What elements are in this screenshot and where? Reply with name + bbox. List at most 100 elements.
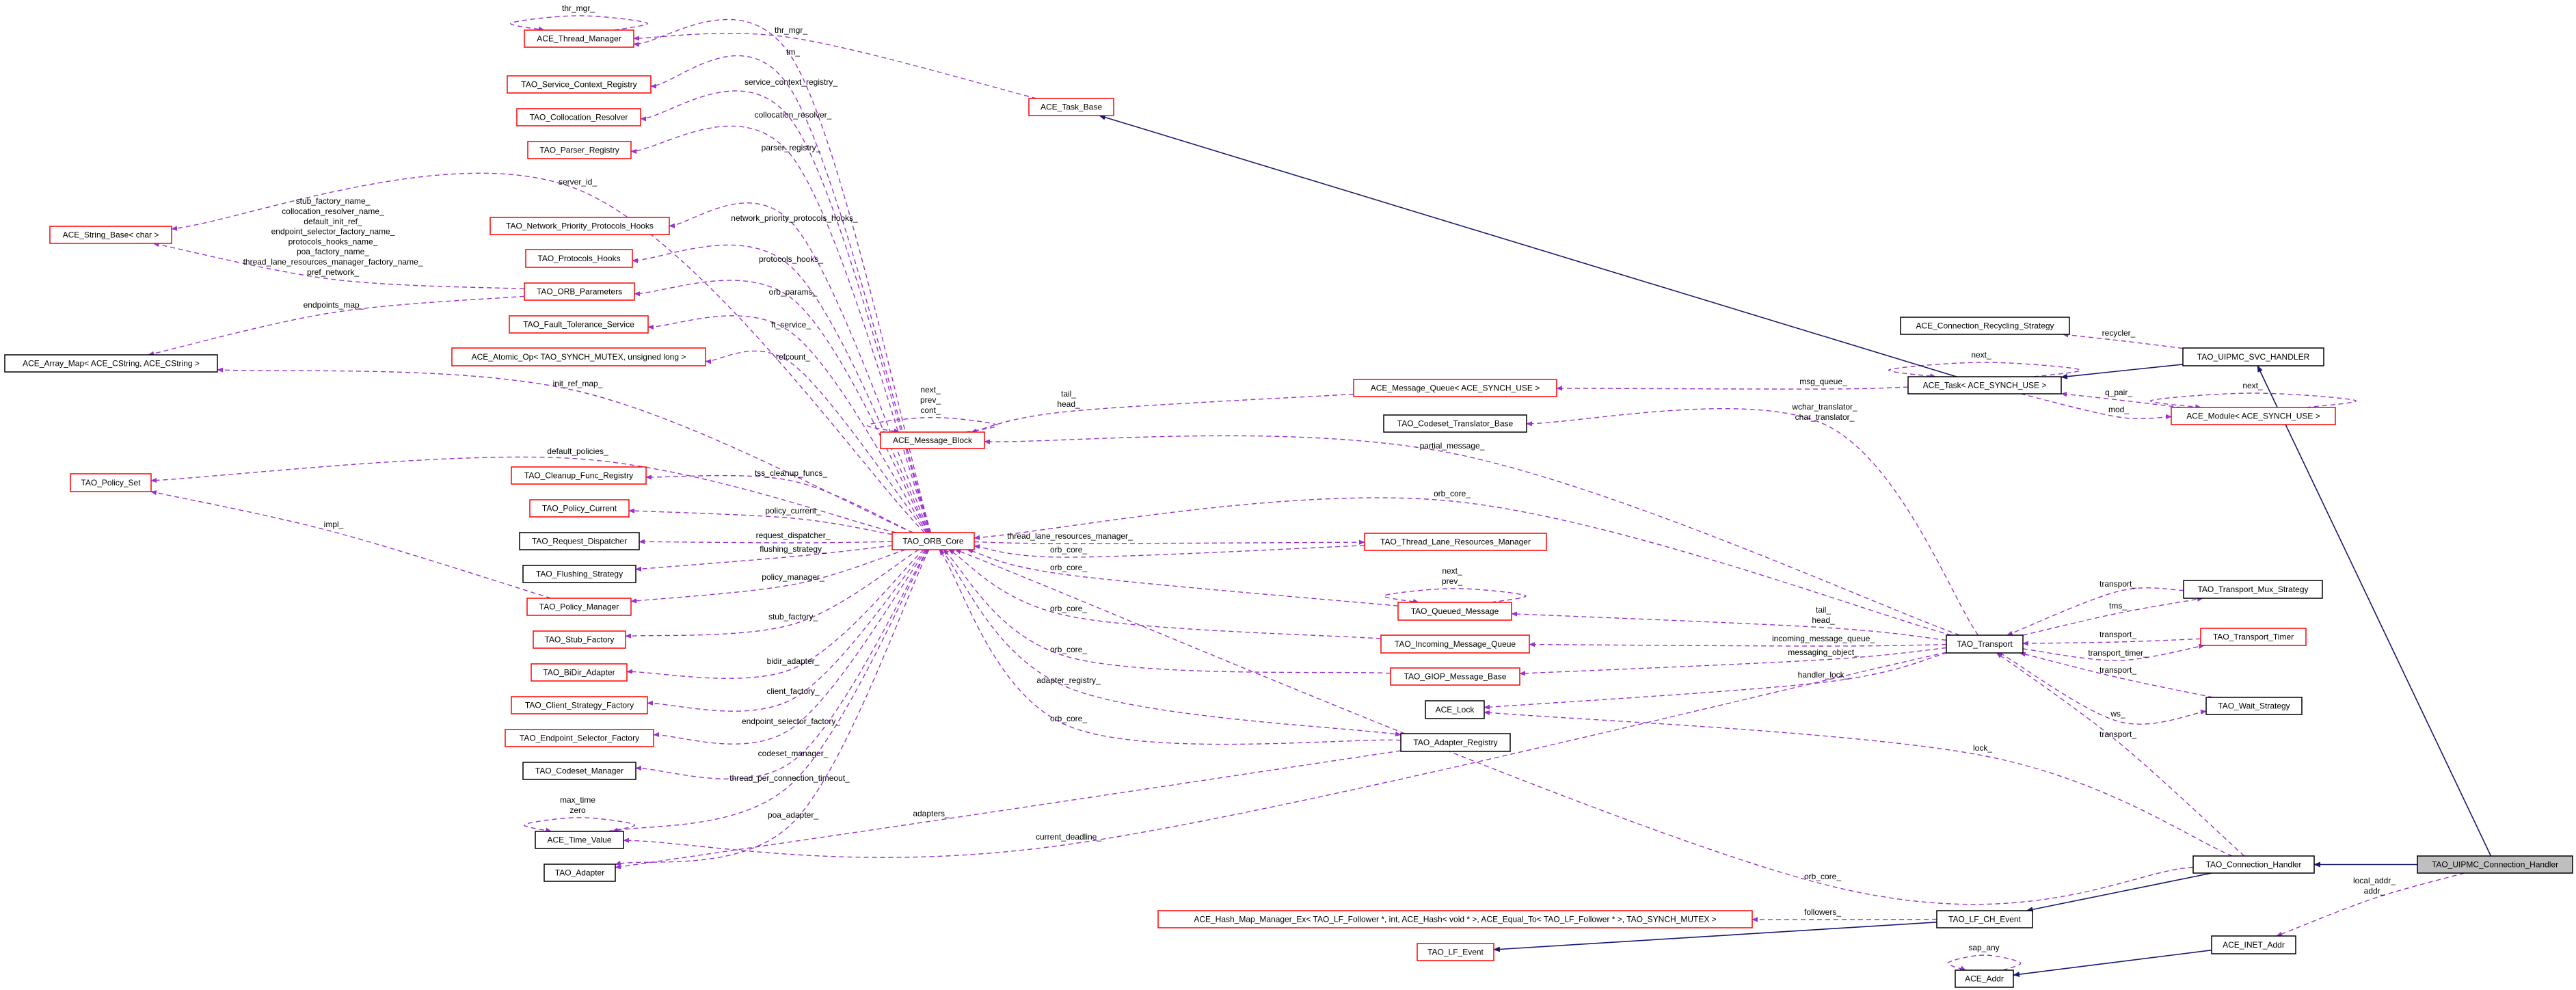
class-node-ps[interactable]: TAO_Policy_Set	[70, 473, 152, 492]
class-box[interactable]	[524, 282, 635, 301]
class-box[interactable]	[1400, 733, 1511, 752]
class-box[interactable]	[1946, 634, 2024, 654]
class-box[interactable]	[451, 347, 706, 366]
class-node-tm[interactable]: ACE_Thread_Manager	[524, 29, 634, 48]
class-node-cfr[interactable]: TAO_Cleanup_Func_Registry	[511, 466, 647, 485]
class-box[interactable]	[516, 108, 641, 126]
class-box[interactable]	[1955, 969, 2014, 988]
class-box[interactable]	[489, 217, 670, 235]
class-box[interactable]	[507, 75, 652, 94]
class-box[interactable]	[891, 532, 975, 550]
class-box[interactable]	[2205, 697, 2303, 715]
class-box[interactable]	[505, 729, 654, 747]
class-box[interactable]	[1028, 98, 1114, 116]
class-box[interactable]	[527, 141, 632, 159]
class-node-tt[interactable]: TAO_Transport_Timer	[2200, 628, 2307, 646]
class-box[interactable]	[526, 598, 632, 616]
class-box[interactable]	[511, 696, 648, 714]
class-node-mq[interactable]: ACE_Message_Queue< ACE_SYNCH_USE >	[1353, 379, 1557, 397]
class-node-gmb[interactable]: TAO_GIOP_Message_Base	[1390, 667, 1520, 686]
class-node-tlrm[interactable]: TAO_Thread_Lane_Resources_Manager	[1364, 533, 1547, 551]
class-node-ia[interactable]: ACE_INET_Addr	[2211, 935, 2296, 954]
class-node-pm[interactable]: TAO_Policy_Manager	[526, 598, 632, 616]
class-box[interactable]	[49, 226, 172, 244]
class-node-tv[interactable]: ACE_Time_Value	[535, 831, 624, 849]
class-node-lfe[interactable]: TAO_LF_Event	[1417, 943, 1494, 961]
class-box[interactable]	[880, 431, 985, 449]
class-box[interactable]	[2417, 855, 2573, 874]
class-box[interactable]	[535, 831, 624, 849]
class-node-scr[interactable]: TAO_Service_Context_Registry	[507, 75, 652, 94]
class-node-lk[interactable]: ACE_Lock	[1425, 700, 1485, 719]
class-node-aa[interactable]: ACE_Addr	[1955, 969, 2014, 988]
class-node-ad[interactable]: TAO_Adapter	[544, 864, 616, 882]
class-box[interactable]	[1364, 533, 1547, 551]
class-box[interactable]	[524, 29, 634, 48]
class-node-task[interactable]: ACE_Task< ACE_SYNCH_USE >	[1907, 376, 2062, 394]
class-box[interactable]	[509, 315, 649, 334]
class-box[interactable]	[1380, 634, 1530, 654]
class-box[interactable]	[1383, 414, 1527, 433]
class-box[interactable]	[1425, 700, 1485, 719]
class-box[interactable]	[529, 499, 630, 518]
class-node-ch[interactable]: TAO_Connection_Handler	[2192, 855, 2315, 874]
class-node-oc[interactable]: TAO_ORB_Core	[891, 532, 975, 550]
class-box[interactable]	[1417, 943, 1494, 961]
class-box[interactable]	[2192, 855, 2315, 874]
class-box[interactable]	[1157, 910, 1753, 928]
class-box[interactable]	[511, 466, 647, 485]
class-node-sb[interactable]: ACE_String_Base< char >	[49, 226, 172, 244]
class-box[interactable]	[544, 864, 616, 882]
class-node-pc[interactable]: TAO_Policy_Current	[529, 499, 630, 518]
class-box[interactable]	[525, 249, 633, 268]
class-node-crs[interactable]: ACE_Connection_Recycling_Strategy	[1900, 317, 2070, 335]
class-box[interactable]	[4, 354, 218, 373]
class-box[interactable]	[1936, 910, 2033, 928]
class-node-am[interactable]: ACE_Array_Map< ACE_CString, ACE_CString …	[4, 354, 218, 373]
class-box[interactable]	[531, 663, 628, 682]
class-node-ws[interactable]: TAO_Wait_Strategy	[2205, 697, 2303, 715]
class-node-cr[interactable]: TAO_Collocation_Resolver	[516, 108, 641, 126]
class-node-hm[interactable]: ACE_Hash_Map_Manager_Ex< TAO_LF_Follower…	[1157, 910, 1753, 928]
class-node-imq[interactable]: TAO_Incoming_Message_Queue	[1380, 634, 1530, 654]
class-node-ctb[interactable]: TAO_Codeset_Translator_Base	[1383, 414, 1527, 433]
class-box[interactable]	[519, 532, 640, 550]
class-box[interactable]	[2211, 935, 2296, 954]
class-node-ao[interactable]: ACE_Atomic_Op< TAO_SYNCH_MUTEX, unsigned…	[451, 347, 706, 366]
class-node-uch[interactable]: TAO_UIPMC_Connection_Handler	[2417, 855, 2573, 874]
class-node-mb[interactable]: ACE_Message_Block	[880, 431, 985, 449]
class-node-cm[interactable]: TAO_Codeset_Manager	[522, 762, 636, 780]
class-node-qm[interactable]: TAO_Queued_Message	[1397, 602, 1512, 621]
class-node-lfch[interactable]: TAO_LF_CH_Event	[1936, 910, 2033, 928]
class-node-esf[interactable]: TAO_Endpoint_Selector_Factory	[505, 729, 654, 747]
class-box[interactable]	[522, 565, 636, 583]
class-box[interactable]	[2183, 580, 2323, 599]
class-box[interactable]	[70, 473, 152, 492]
class-box[interactable]	[1353, 379, 1557, 397]
class-node-ph[interactable]: TAO_Protocols_Hooks	[525, 249, 633, 268]
class-node-csf[interactable]: TAO_Client_Strategy_Factory	[511, 696, 648, 714]
class-node-mod[interactable]: ACE_Module< ACE_SYNCH_USE >	[2171, 407, 2336, 425]
class-node-ar[interactable]: TAO_Adapter_Registry	[1400, 733, 1511, 752]
class-box[interactable]	[2200, 628, 2307, 646]
class-node-fts[interactable]: TAO_Fault_Tolerance_Service	[509, 315, 649, 334]
class-box[interactable]	[522, 762, 636, 780]
class-box[interactable]	[533, 630, 626, 649]
class-box[interactable]	[1907, 376, 2062, 394]
class-node-tb[interactable]: ACE_Task_Base	[1028, 98, 1114, 116]
class-node-tr[interactable]: TAO_Transport	[1946, 634, 2024, 654]
class-node-rd[interactable]: TAO_Request_Dispatcher	[519, 532, 640, 550]
class-node-sf[interactable]: TAO_Stub_Factory	[533, 630, 626, 649]
class-box[interactable]	[1397, 602, 1512, 621]
class-box[interactable]	[1900, 317, 2070, 335]
class-node-pr[interactable]: TAO_Parser_Registry	[527, 141, 632, 159]
class-node-bda[interactable]: TAO_BiDir_Adapter	[531, 663, 628, 682]
class-box[interactable]	[2171, 407, 2336, 425]
class-node-npph[interactable]: TAO_Network_Priority_Protocols_Hooks	[489, 217, 670, 235]
class-box[interactable]	[1390, 667, 1520, 686]
class-node-fs[interactable]: TAO_Flushing_Strategy	[522, 565, 636, 583]
class-node-op[interactable]: TAO_ORB_Parameters	[524, 282, 635, 301]
class-node-tms[interactable]: TAO_Transport_Mux_Strategy	[2183, 580, 2323, 599]
class-node-svc[interactable]: TAO_UIPMC_SVC_HANDLER	[2182, 347, 2324, 366]
class-box[interactable]	[2182, 347, 2324, 366]
